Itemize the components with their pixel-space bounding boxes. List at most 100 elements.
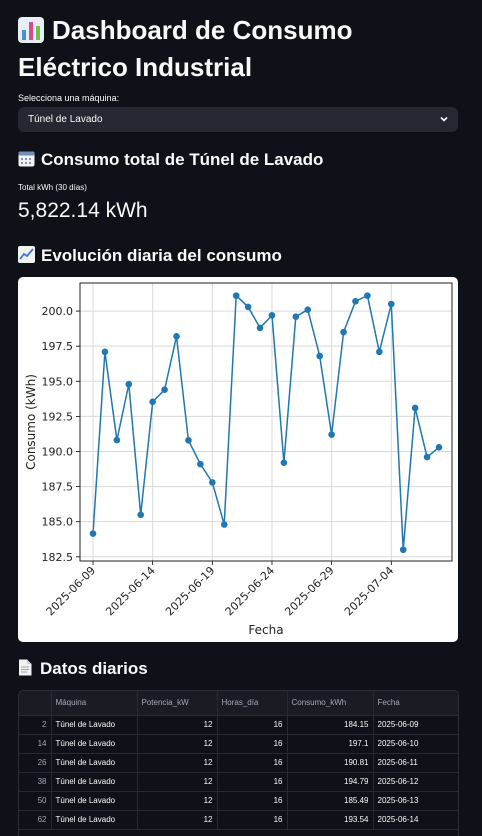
plot-frame [79,282,453,562]
machine-select-label: Selecciona una máquina: [18,93,120,103]
y-axis-label: Consumo (kWh) [24,374,38,470]
cell-maquina: Túnel de Lavado [51,772,138,792]
cell-fecha: 2025-06-14 [373,810,458,830]
data-point [101,348,109,356]
table-row[interactable]: 14 Túnel de Lavado 12 16 197.1 2025-06-1… [19,734,458,754]
column-header-fecha[interactable]: Fecha [373,691,458,716]
column-header-maquina[interactable]: Máquina [51,691,138,716]
y-tick-label: 197.5 [42,340,74,353]
cell-fecha: 2025-06-10 [373,734,458,754]
cell-fecha: 2025-06-12 [373,772,458,792]
y-tick-label: 190.0 [42,445,74,458]
cell-potencia: 12 [137,791,218,811]
cell-horas: 16 [217,791,288,811]
x-tick-label: 2025-06-24 [223,564,277,618]
x-tick-label: 2025-06-29 [282,564,336,618]
cell-horas: 16 [217,772,288,792]
x-tick-label: 2025-06-09 [44,564,98,618]
cell-consumo: 193.54 [287,810,374,830]
row-index: 50 [19,791,52,811]
y-tick-label: 185.0 [42,516,74,529]
data-point [423,453,431,461]
data-point [435,443,443,451]
data-point [209,479,216,486]
cell-potencia: 12 [137,810,218,830]
table-heading-text: Datos diarios [40,659,148,678]
data-point [280,459,288,467]
data-point [364,292,371,299]
cell-consumo: 184.15 [287,715,374,735]
data-point [149,398,156,406]
cell-maquina: Túnel de Lavado [51,715,138,735]
page-title: Dashboard de Consumo Eléctrico Industria… [18,14,459,84]
cell-maquina: Túnel de Lavado [51,753,138,773]
chart-card: 182.5 185.0 187.5 190.0 192.5 195.0 197.5 200.0… [18,277,458,642]
cell-potencia: 12 [137,772,218,792]
data-point [268,311,276,319]
y-tick-label: 192.5 [42,410,74,423]
x-axis-label: Fecha [248,623,283,637]
cell-consumo: 197.1 [287,734,374,754]
y-tick-label: 182.5 [42,551,74,564]
chart-increasing-icon [18,246,35,269]
cell-consumo: 190.81 [287,753,374,773]
row-index: 2 [19,715,52,735]
data-point [328,431,335,438]
table-row[interactable]: 38 Túnel de Lavado 12 16 194.79 2025-06-… [19,772,458,792]
table-row[interactable]: 2 Túnel de Lavado 12 16 184.15 2025-06-0… [19,715,458,735]
x-tick-label: 2025-06-14 [103,564,157,618]
row-index: 62 [19,810,52,830]
cell-potencia: 12 [137,753,218,773]
data-point [399,546,407,554]
data-point [113,436,121,444]
cell-consumo: 194.79 [287,772,374,792]
machine-select-value: Túnel de Lavado [28,114,103,125]
table-header-row: Máquina Potencia_kW Horas_día Consumo_kW… [19,691,458,716]
column-header-horas[interactable]: Horas_día [217,691,288,716]
metric-label: Total kWh (30 días) [18,183,87,192]
cell-potencia: 12 [137,734,218,754]
total-heading-text: Consumo total de Túnel de Lavado [41,150,324,169]
page-title-line1: Dashboard de Consumo [52,15,353,45]
series-line [92,293,440,550]
table-heading: Datos diarios [18,658,148,682]
line-chart: 182.5 185.0 187.5 190.0 192.5 195.0 197.5 200.0… [24,282,453,637]
data-point [352,297,359,305]
calendar-icon [18,150,35,173]
data-point [137,511,145,519]
column-header-consumo[interactable]: Consumo_kWh [287,691,374,716]
data-point [125,380,133,388]
total-heading: Consumo total de Túnel de Lavado [18,149,323,173]
data-point [220,521,228,528]
cell-horas: 16 [217,734,288,754]
cell-maquina: Túnel de Lavado [51,734,138,754]
column-header-potencia[interactable]: Potencia_kW [137,691,218,716]
table-row[interactable]: 26 Túnel de Lavado 12 16 190.81 2025-06-… [19,753,458,773]
cell-maquina: Túnel de Lavado [51,791,138,811]
data-point [387,300,395,308]
machine-select[interactable]: Túnel de Lavado [18,107,458,132]
bar-chart-icon [18,17,44,51]
page-icon [18,659,32,682]
y-tick-label: 195.0 [42,375,74,388]
cell-fecha: 2025-06-09 [373,715,458,735]
x-tick-label: 2025-07-04 [342,564,396,618]
cell-fecha: 2025-06-11 [373,753,458,773]
data-point [316,352,323,360]
cell-maquina: Túnel de Lavado [51,810,138,830]
table-row[interactable]: 50 Túnel de Lavado 12 16 185.49 2025-06-… [19,791,458,811]
y-tick-label: 187.5 [42,481,74,494]
data-point [185,436,192,444]
data-point [232,292,240,299]
cell-horas: 16 [217,753,288,773]
data-point [161,386,168,394]
cell-horas: 16 [217,715,288,735]
column-header-index[interactable] [19,691,52,716]
data-table[interactable]: Máquina Potencia_kW Horas_día Consumo_kW… [18,690,459,836]
table-row[interactable]: 62 Túnel de Lavado 12 16 193.54 2025-06-… [19,810,458,830]
data-point [304,306,312,313]
cell-potencia: 12 [137,715,218,735]
metric-value: 5,822.14 kWh [18,199,148,222]
cell-horas: 16 [217,810,288,830]
y-tick-label: 200.0 [42,305,74,318]
